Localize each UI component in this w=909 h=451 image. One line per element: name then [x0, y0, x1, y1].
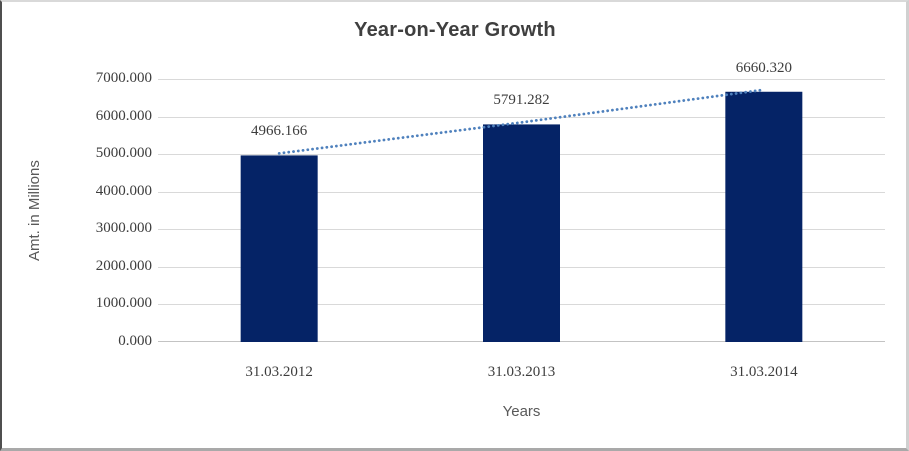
bar[interactable] — [240, 155, 318, 342]
bar[interactable] — [483, 124, 560, 342]
trendline[interactable] — [277, 88, 766, 155]
x-category-label: 31.03.2012 — [245, 364, 313, 380]
y-tick-label: 0.000 — [118, 333, 152, 349]
bar[interactable] — [725, 91, 803, 342]
bar-data-label: 4966.166 — [251, 123, 308, 140]
plot-area[interactable] — [158, 79, 885, 342]
chart-svg — [158, 79, 885, 342]
y-tick-label: 5000.000 — [95, 145, 152, 162]
y-tick-label: 3000.000 — [95, 220, 152, 237]
x-category-label: 31.03.2014 — [730, 364, 798, 380]
x-axis-title: Years — [502, 403, 541, 420]
bar-data-label: 6660.320 — [735, 59, 792, 76]
chart-title: Year-on-Year Growth — [354, 19, 556, 41]
x-category-label: 31.03.2013 — [487, 364, 556, 380]
y-tick-label: 4000.000 — [95, 182, 152, 199]
y-tick-label: 1000.000 — [95, 295, 152, 312]
y-tick-label: 6000.000 — [95, 107, 152, 124]
y-tick-label: 2000.000 — [95, 257, 152, 274]
y-tick-label: 7000.000 — [95, 70, 152, 86]
bar-data-label: 5791.282 — [493, 92, 550, 109]
